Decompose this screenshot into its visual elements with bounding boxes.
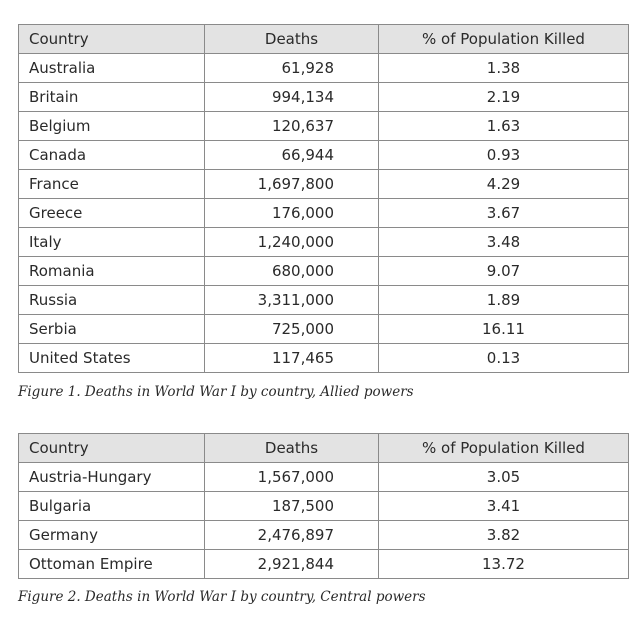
deaths-cell: 120,637 (204, 111, 379, 141)
table-row: Australia 61,928 1.38 (18, 53, 629, 83)
percent-killed-cell: 3.41 (378, 491, 629, 521)
column-header-percent-killed: % of Population Killed (378, 433, 629, 463)
country-cell: Serbia (18, 314, 205, 344)
deaths-cell: 176,000 (204, 198, 379, 228)
deaths-cell: 3,311,000 (204, 285, 379, 315)
table-row: United States 117,465 0.13 (18, 343, 629, 373)
deaths-cell: 61,928 (204, 53, 379, 83)
table-row: Canada 66,944 0.93 (18, 140, 629, 170)
country-cell: Belgium (18, 111, 205, 141)
percent-killed-cell: 13.72 (378, 549, 629, 579)
table-row: Romania 680,000 9.07 (18, 256, 629, 286)
country-cell: Bulgaria (18, 491, 205, 521)
percent-killed-cell: 1.63 (378, 111, 629, 141)
table-row: Serbia 725,000 16.11 (18, 314, 629, 344)
deaths-cell: 680,000 (204, 256, 379, 286)
percent-killed-cell: 3.82 (378, 520, 629, 550)
percent-killed-cell: 3.05 (378, 462, 629, 492)
percent-killed-cell: 16.11 (378, 314, 629, 344)
deaths-cell: 1,567,000 (204, 462, 379, 492)
country-cell: Romania (18, 256, 205, 286)
percent-killed-cell: 2.19 (378, 82, 629, 112)
table-row: Ottoman Empire 2,921,844 13.72 (18, 549, 629, 579)
column-header-deaths: Deaths (204, 24, 379, 54)
percent-killed-cell: 1.38 (378, 53, 629, 83)
deaths-cell: 2,476,897 (204, 520, 379, 550)
table-row: Bulgaria 187,500 3.41 (18, 491, 629, 521)
deaths-cell: 2,921,844 (204, 549, 379, 579)
table-row: Russia 3,311,000 1.89 (18, 285, 629, 315)
percent-killed-cell: 0.13 (378, 343, 629, 373)
percent-killed-cell: 3.67 (378, 198, 629, 228)
percent-killed-cell: 9.07 (378, 256, 629, 286)
table-row: Greece 176,000 3.67 (18, 198, 629, 228)
column-header-percent-killed: % of Population Killed (378, 24, 629, 54)
country-cell: Austria-Hungary (18, 462, 205, 492)
allied-powers-table: Country Deaths % of Population Killed Au… (18, 24, 629, 373)
country-cell: Germany (18, 520, 205, 550)
table-row: Germany 2,476,897 3.82 (18, 520, 629, 550)
column-header-country: Country (18, 24, 205, 54)
deaths-cell: 1,240,000 (204, 227, 379, 257)
country-cell: Ottoman Empire (18, 549, 205, 579)
country-cell: Russia (18, 285, 205, 315)
column-header-country: Country (18, 433, 205, 463)
country-cell: France (18, 169, 205, 199)
deaths-cell: 66,944 (204, 140, 379, 170)
table-row: Britain 994,134 2.19 (18, 82, 629, 112)
deaths-cell: 994,134 (204, 82, 379, 112)
percent-killed-cell: 4.29 (378, 169, 629, 199)
table-row: France 1,697,800 4.29 (18, 169, 629, 199)
table-header-row: Country Deaths % of Population Killed (18, 24, 629, 54)
country-cell: Australia (18, 53, 205, 83)
table-body: Austria-Hungary 1,567,000 3.05 Bulgaria 187,… (18, 462, 629, 579)
percent-killed-cell: 3.48 (378, 227, 629, 257)
table-row: Italy 1,240,000 3.48 (18, 227, 629, 257)
country-cell: United States (18, 343, 205, 373)
country-cell: Britain (18, 82, 205, 112)
column-header-deaths: Deaths (204, 433, 379, 463)
percent-killed-cell: 0.93 (378, 140, 629, 170)
percent-killed-cell: 1.89 (378, 285, 629, 315)
deaths-cell: 187,500 (204, 491, 379, 521)
figure-2-caption: Figure 2. Deaths in World War I by count… (18, 589, 426, 605)
deaths-cell: 725,000 (204, 314, 379, 344)
central-powers-table: Country Deaths % of Population Killed Au… (18, 433, 629, 579)
table-row: Belgium 120,637 1.63 (18, 111, 629, 141)
country-cell: Greece (18, 198, 205, 228)
deaths-cell: 1,697,800 (204, 169, 379, 199)
country-cell: Italy (18, 227, 205, 257)
figure-1-caption: Figure 1. Deaths in World War I by count… (18, 384, 414, 400)
deaths-cell: 117,465 (204, 343, 379, 373)
table-header-row: Country Deaths % of Population Killed (18, 433, 629, 463)
country-cell: Canada (18, 140, 205, 170)
table-row: Austria-Hungary 1,567,000 3.05 (18, 462, 629, 492)
table-body: Australia 61,928 1.38 Britain 994,134 2.19 Bel… (18, 53, 629, 373)
